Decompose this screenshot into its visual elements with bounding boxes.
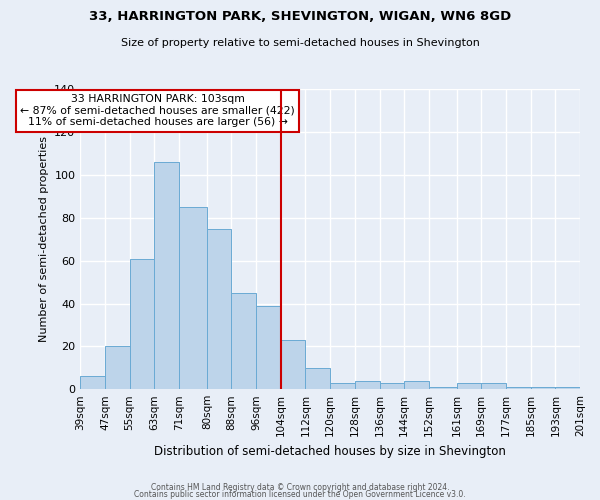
Bar (232, 293, 256, 389)
Bar (429, 387, 457, 389)
Bar (355, 380, 380, 389)
Bar (404, 380, 429, 389)
Bar (556, 387, 580, 389)
Bar (330, 383, 355, 389)
Bar (281, 340, 305, 389)
Y-axis label: Number of semi-detached properties: Number of semi-detached properties (39, 136, 49, 342)
Bar (179, 207, 207, 389)
Bar (530, 387, 556, 389)
Bar (256, 306, 281, 389)
Bar (506, 387, 530, 389)
Text: Contains public sector information licensed under the Open Government Licence v3: Contains public sector information licen… (134, 490, 466, 499)
Text: 33 HARRINGTON PARK: 103sqm
← 87% of semi-detached houses are smaller (422)
11% o: 33 HARRINGTON PARK: 103sqm ← 87% of semi… (20, 94, 295, 127)
Text: Size of property relative to semi-detached houses in Shevington: Size of property relative to semi-detach… (121, 38, 479, 48)
Bar (380, 383, 404, 389)
Bar (80, 376, 105, 389)
Bar (207, 228, 232, 389)
Bar (130, 258, 154, 389)
Bar (305, 368, 330, 389)
Bar (105, 346, 130, 389)
Text: Contains HM Land Registry data © Crown copyright and database right 2024.: Contains HM Land Registry data © Crown c… (151, 484, 449, 492)
Bar (154, 162, 179, 389)
Text: 33, HARRINGTON PARK, SHEVINGTON, WIGAN, WN6 8GD: 33, HARRINGTON PARK, SHEVINGTON, WIGAN, … (89, 10, 511, 23)
Bar (457, 383, 481, 389)
Bar (481, 383, 506, 389)
X-axis label: Distribution of semi-detached houses by size in Shevington: Distribution of semi-detached houses by … (154, 444, 506, 458)
